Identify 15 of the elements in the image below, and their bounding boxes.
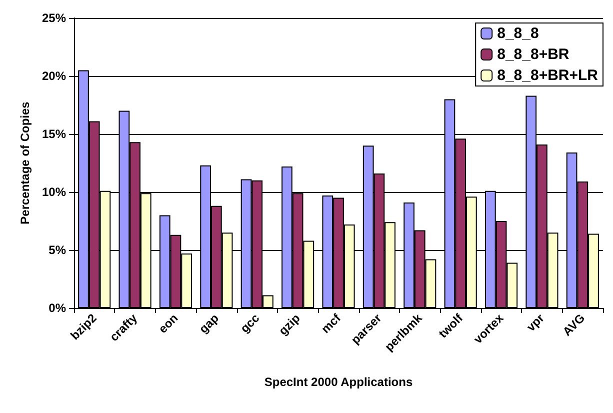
legend-label: 8_8_8 xyxy=(497,25,539,42)
legend-label: 8_8_8+BR+LR xyxy=(497,67,598,84)
y-tick-label: 15% xyxy=(42,127,66,141)
x-tick-label: eon xyxy=(156,311,181,336)
x-axis-title: SpecInt 2000 Applications xyxy=(264,375,413,389)
y-tick-label: 10% xyxy=(42,185,66,199)
x-tick-label: vpr xyxy=(524,310,548,334)
y-tick-label: 5% xyxy=(48,243,66,257)
y-tick-label: 0% xyxy=(48,301,66,315)
y-axis-title: Percentage of Copies xyxy=(18,101,32,224)
legend-label: 8_8_8+BR xyxy=(497,46,570,63)
y-tick-label: 25% xyxy=(42,11,66,25)
x-tick-label: gcc xyxy=(238,310,262,336)
x-tick-label: gap xyxy=(196,311,222,336)
y-tick-label: 20% xyxy=(42,69,66,83)
